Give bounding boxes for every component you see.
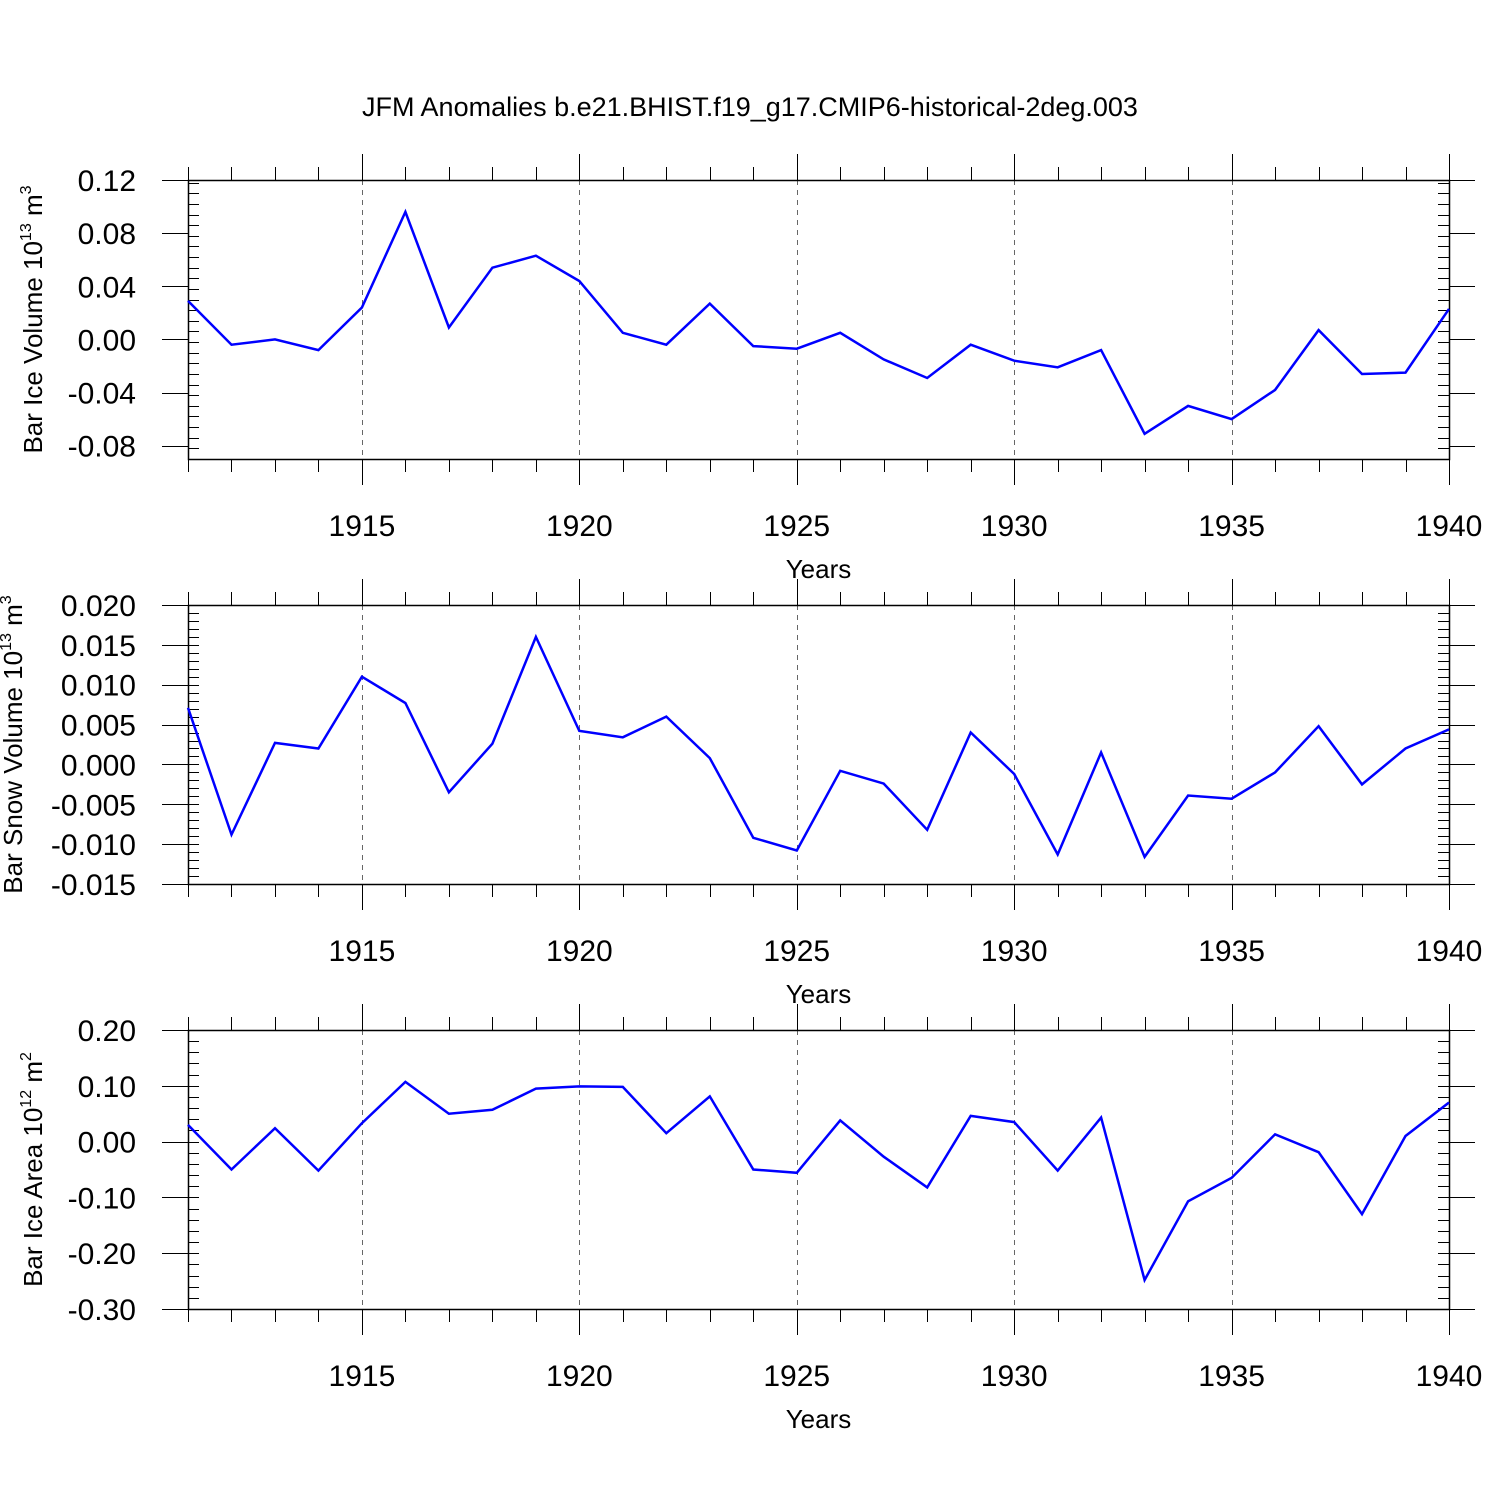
y-axis-label: Bar Ice Area 1012 m2 xyxy=(18,1052,48,1287)
panel-2: 0.020 0.015 0.010 0.005 0.000 -0.005 -0.010 -0.… xyxy=(0,579,1482,1009)
x-tick-label: 1920 xyxy=(546,510,613,543)
y-tick-label: 0.00 xyxy=(78,324,136,357)
y-tick-label: -0.30 xyxy=(68,1294,136,1327)
x-tick-label: 1940 xyxy=(1416,935,1483,968)
x-tick-label: 1915 xyxy=(329,510,396,543)
y-tick-label: 0.020 xyxy=(61,590,136,623)
x-axis-label: Years xyxy=(786,1404,852,1434)
x-tick-label: 1935 xyxy=(1198,935,1265,968)
y-tick-label: 0.12 xyxy=(78,165,136,198)
y-tick-label: -0.20 xyxy=(68,1238,136,1271)
figure-title: JFM Anomalies b.e21.BHIST.f19_g17.CMIP6-… xyxy=(362,92,1138,122)
y-tick-label: 0.00 xyxy=(78,1127,136,1160)
y-tick-label: -0.04 xyxy=(68,378,136,411)
y-tick-label: -0.08 xyxy=(68,431,136,464)
series-line xyxy=(187,208,1451,436)
x-tick-label: 1925 xyxy=(763,935,830,968)
x-tick-label: 1940 xyxy=(1416,510,1483,543)
y-tick-label: 0.04 xyxy=(78,271,136,304)
y-axis-label: Bar Ice Volume 1013 m3 xyxy=(18,185,48,453)
x-tick-label: 1930 xyxy=(981,510,1048,543)
x-axis-label: Years xyxy=(786,554,852,584)
x-tick-label: 1925 xyxy=(763,1360,830,1393)
y-tick-label: 0.015 xyxy=(61,630,136,663)
x-tick-label: 1930 xyxy=(981,935,1048,968)
x-tick-label: 1925 xyxy=(763,510,830,543)
series-line xyxy=(187,1080,1450,1284)
y-tick-label: 0.005 xyxy=(61,710,136,743)
x-tick-label: 1920 xyxy=(546,1360,613,1393)
x-tick-label: 1935 xyxy=(1198,510,1265,543)
chart-panels: 0.12 0.08 0.04 0.00 -0.04 -0.08 1915 1920 1925 19… xyxy=(0,154,1482,1434)
y-tick-label: -0.10 xyxy=(68,1182,136,1215)
y-tick-label: 0.08 xyxy=(78,218,136,251)
series-line xyxy=(186,633,1450,860)
y-tick-label: -0.015 xyxy=(51,869,136,902)
x-tick-label: 1930 xyxy=(981,1360,1048,1393)
y-tick-label: -0.010 xyxy=(51,829,136,862)
x-tick-label: 1940 xyxy=(1416,1360,1483,1393)
plot-frame xyxy=(187,179,1451,461)
x-tick-label: 1920 xyxy=(546,935,613,968)
panel-3: 0.20 0.10 0.00 -0.10 -0.20 -0.30 1915 1920 1925 1… xyxy=(18,1004,1482,1434)
y-tick-label: 0.000 xyxy=(61,749,136,782)
y-tick-label: 0.10 xyxy=(78,1071,136,1104)
x-tick-label: 1915 xyxy=(329,1360,396,1393)
x-tick-label: 1935 xyxy=(1198,1360,1265,1393)
plot-frame xyxy=(187,604,1451,886)
y-tick-label: 0.20 xyxy=(78,1015,136,1048)
y-tick-label: -0.005 xyxy=(51,789,136,822)
panel-1: 0.12 0.08 0.04 0.00 -0.04 -0.08 1915 1920 1925 19… xyxy=(18,154,1482,584)
plot-frame xyxy=(187,1029,1451,1311)
y-tick-label: 0.010 xyxy=(61,670,136,703)
x-axis-label: Years xyxy=(786,979,852,1009)
y-axis-label: Bar Snow Volume 1013 m3 xyxy=(0,595,28,894)
x-tick-label: 1915 xyxy=(329,935,396,968)
